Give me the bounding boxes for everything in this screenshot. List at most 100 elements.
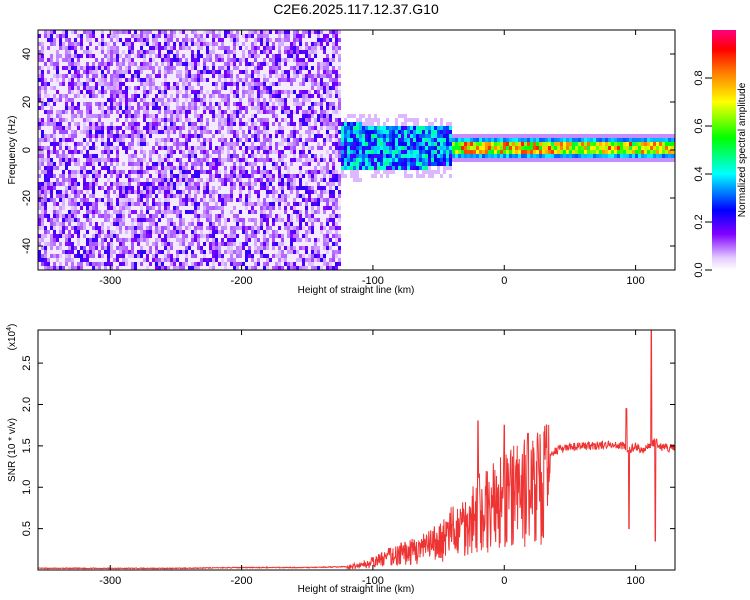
spectrogram-cell	[194, 206, 197, 210]
spectrogram-cell	[227, 162, 230, 166]
spectrogram-cell	[251, 54, 254, 58]
spectrogram-cell	[140, 62, 143, 66]
spectrogram-cell	[185, 186, 188, 190]
spectrogram-cell	[56, 74, 59, 78]
spectrogram-cell	[74, 114, 77, 118]
spectrogram-cell	[233, 62, 236, 66]
spectrogram-cell	[113, 234, 116, 238]
spectrogram-cell	[56, 90, 59, 94]
spectrogram-cell	[254, 38, 257, 42]
spectrogram-cell	[56, 78, 59, 82]
spectrogram-cell	[62, 126, 65, 130]
spectrogram-cell	[149, 190, 152, 194]
spectrogram-cell	[209, 150, 212, 154]
spectrogram-cell	[116, 214, 119, 218]
spectrogram-cell	[251, 46, 254, 50]
spectrogram-cell	[281, 106, 284, 110]
spectrogram-cell	[281, 222, 284, 226]
spectrogram-cell	[56, 166, 59, 170]
spectrogram-cell	[227, 138, 230, 142]
spectrogram-cell	[287, 78, 290, 82]
spectrogram-cell	[38, 150, 41, 154]
spectrogram-cell	[269, 126, 272, 130]
spectrogram-cell	[236, 166, 239, 170]
spectrogram-cell	[203, 50, 206, 54]
spectrogram-cell	[62, 242, 65, 246]
spectrogram-cell	[77, 94, 80, 98]
spectrogram-cell	[197, 82, 200, 86]
spectrogram-cell	[275, 198, 278, 202]
spectrogram-cell	[266, 106, 269, 110]
spectrogram-cell	[101, 190, 104, 194]
spectrogram-cell	[209, 230, 212, 234]
spectrogram-cell	[182, 134, 185, 138]
spectrogram-cell	[224, 86, 227, 90]
spectrogram-cell	[200, 218, 203, 222]
spectrogram-cell	[191, 246, 194, 250]
spectrogram-cell	[167, 30, 170, 34]
spectrogram-cell	[143, 158, 146, 162]
spectrogram-cell	[251, 98, 254, 102]
spectrogram-cell	[227, 214, 230, 218]
spectrogram-cell	[146, 246, 149, 250]
spectrogram-cell	[278, 34, 281, 38]
spectrogram-cell	[125, 166, 128, 170]
spectrogram-cell	[260, 166, 263, 170]
spectrogram-cell	[104, 50, 107, 54]
spectrogram-cell	[263, 38, 266, 42]
spectrogram-cell	[239, 170, 242, 174]
spectrogram-cell	[116, 126, 119, 130]
spectrogram-cell	[251, 118, 254, 122]
spectrogram-cell	[80, 54, 83, 58]
spectrogram-cell	[218, 238, 221, 242]
spectrogram-cell	[149, 222, 152, 226]
spectrogram-cell	[125, 186, 128, 190]
spectrogram-cell	[224, 170, 227, 174]
spectrogram-cell	[248, 174, 251, 178]
spectrogram-cell	[83, 266, 86, 270]
spectrogram-cell	[122, 258, 125, 262]
spectrogram-cell	[224, 214, 227, 218]
spectrogram-cell	[164, 202, 167, 206]
spectrogram-cell	[131, 62, 134, 66]
spectrogram-cell	[284, 106, 287, 110]
spectrogram-cell	[284, 46, 287, 50]
spectrogram-cell	[104, 154, 107, 158]
spectrogram-cell	[188, 102, 191, 106]
spectrogram-cell	[113, 38, 116, 42]
spectrogram-cell	[62, 158, 65, 162]
spectrogram-cell	[113, 110, 116, 114]
spectrogram-cell	[287, 74, 290, 78]
spectrogram-cell	[215, 162, 218, 166]
spectrogram-cell	[185, 158, 188, 162]
spectrogram-cell	[215, 114, 218, 118]
spectrogram-cell	[146, 54, 149, 58]
spectrogram-cell	[59, 178, 62, 182]
spectrogram-cell	[41, 158, 44, 162]
spectrogram-cell	[134, 190, 137, 194]
spectrogram-cell	[278, 46, 281, 50]
spectrogram-cell	[242, 206, 245, 210]
spectrogram-cell	[245, 38, 248, 42]
spectrogram-cell	[257, 38, 260, 42]
spectrogram-cell	[164, 94, 167, 98]
spectrogram-cell	[200, 30, 203, 34]
spectrogram-cell	[38, 30, 41, 34]
spectrogram-cell	[137, 110, 140, 114]
spectrogram-cell	[167, 50, 170, 54]
spectrogram-cell	[176, 70, 179, 74]
spectrogram-cell	[173, 186, 176, 190]
spectrogram-cell	[86, 134, 89, 138]
spectrogram-cell	[80, 134, 83, 138]
spectrogram-cell	[62, 70, 65, 74]
spectrogram-cell	[221, 78, 224, 82]
spectrogram-cell	[77, 122, 80, 126]
spectrogram-cell	[98, 54, 101, 58]
spectrogram-cell	[224, 138, 227, 142]
spectrogram-cell	[224, 238, 227, 242]
spectrogram-cell	[68, 150, 71, 154]
spectrogram-cell	[275, 102, 278, 106]
spectrogram-cell	[200, 114, 203, 118]
spectrogram-cell	[215, 226, 218, 230]
spectrogram-cell	[272, 170, 275, 174]
